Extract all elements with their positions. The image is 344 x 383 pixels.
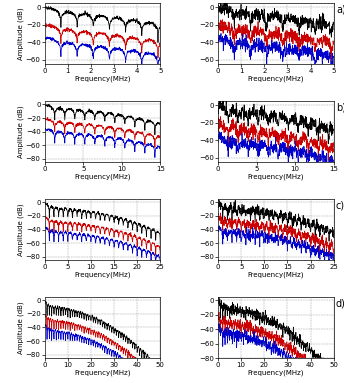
X-axis label: Frequency(MHz): Frequency(MHz) [248, 174, 304, 180]
Text: d): d) [336, 298, 344, 308]
Y-axis label: Amplitude (dB): Amplitude (dB) [18, 203, 24, 256]
Text: a): a) [336, 4, 344, 14]
X-axis label: Frequency(MHz): Frequency(MHz) [74, 174, 131, 180]
X-axis label: Frequency(MHz): Frequency(MHz) [74, 272, 131, 278]
Y-axis label: Amplitude (dB): Amplitude (dB) [18, 105, 24, 158]
Text: b): b) [336, 102, 344, 112]
Text: c): c) [336, 200, 344, 210]
X-axis label: Frequency(MHz): Frequency(MHz) [74, 370, 131, 376]
Y-axis label: Amplitude (dB): Amplitude (dB) [18, 301, 24, 354]
X-axis label: Frequency(MHz): Frequency(MHz) [248, 370, 304, 376]
X-axis label: Frequency(MHz): Frequency(MHz) [248, 272, 304, 278]
X-axis label: Frequency(MHz): Frequency(MHz) [74, 76, 131, 82]
X-axis label: Frequency(MHz): Frequency(MHz) [248, 76, 304, 82]
Y-axis label: Amplitude (dB): Amplitude (dB) [18, 7, 24, 60]
